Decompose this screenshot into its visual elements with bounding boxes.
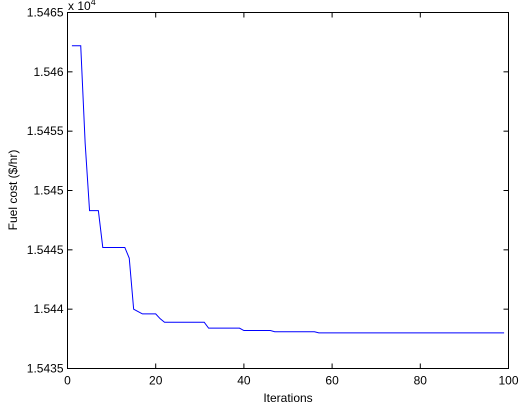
x-axis-label: Iterations [263,391,312,405]
x-tick-label: 60 [325,374,339,388]
y-tick-label: 1.5455 [27,124,64,138]
y-tick-label: 1.5435 [27,362,64,376]
y-tick-label: 1.544 [33,302,63,316]
y-tick-label: 1.546 [33,65,63,79]
multiplier-base: x 10 [68,0,91,13]
x-tick-label: 0 [64,374,71,388]
x-tick-label: 80 [414,374,428,388]
y-tick-label: 1.5445 [27,243,64,257]
y-axis-label: Fuel cost ($/hr) [6,150,20,231]
y-tick-label: 1.545 [33,184,63,198]
line-series [71,45,505,334]
x-tick-label: 100 [498,374,518,388]
x-tick-label: 20 [149,374,163,388]
multiplier-exponent: 4 [91,0,96,7]
x-tick-label: 40 [237,374,251,388]
y-tick-label: 1.5465 [27,6,64,20]
y-multiplier: x 104 [68,0,96,13]
plot-frame [67,12,509,369]
